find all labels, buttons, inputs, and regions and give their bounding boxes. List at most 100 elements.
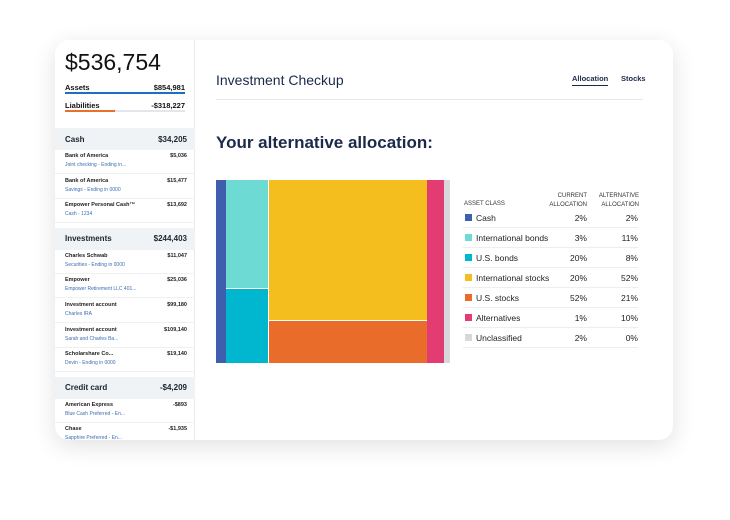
- legend-swatch: [465, 214, 472, 221]
- account-subtitle: Savings - Ending in 0000: [65, 186, 121, 193]
- group-label: Credit card: [65, 383, 108, 393]
- account-item[interactable]: Scholarshare Co... $19,140 Devin - Ending …: [55, 348, 195, 373]
- group-header[interactable]: Credit card -$4,209: [55, 376, 195, 399]
- account-name: Bank of America: [65, 177, 109, 184]
- account-value: -$1,935: [168, 426, 187, 433]
- legend-swatch: [465, 274, 472, 281]
- group-header[interactable]: Investments $244,403: [55, 227, 195, 250]
- account-value: $109,140: [164, 326, 187, 333]
- account-item[interactable]: American Express -$893 Blue Cash Preferred…: [55, 399, 195, 423]
- treemap-international-stocks[interactable]: [269, 180, 427, 320]
- header-alternative: ALTERNATIVE ALLOCATION: [598, 193, 639, 208]
- account-value: $5,036: [170, 153, 187, 159]
- net-worth: $536,754: [65, 49, 161, 75]
- account-subtitle: Blue Cash Preferred - En...: [65, 410, 126, 417]
- group-label: Investments: [65, 234, 112, 244]
- treemap-international-bonds[interactable]: [226, 180, 268, 288]
- asset-class-name: International bonds: [476, 233, 549, 243]
- account-subtitle: Devin - Ending in 0000: [65, 360, 116, 367]
- account-item[interactable]: Empower $25,036 Empower Retirement LLC 401…: [55, 274, 195, 299]
- allocation-row: Cash 2% 2%: [463, 208, 638, 228]
- account-item[interactable]: Investment account $109,140 Sarah and Char…: [55, 324, 195, 348]
- allocation-row: U.S. bonds 20% 8%: [463, 248, 638, 268]
- account-name: Empower: [65, 277, 90, 284]
- allocation-row: International bonds 3% 11%: [463, 228, 638, 248]
- header-current: CURRENT ALLOCATION: [549, 193, 587, 208]
- asset-class-name: Unclassified: [476, 333, 522, 343]
- alternative-allocation: 52%: [620, 273, 638, 283]
- assets-value: $854,981: [153, 83, 185, 92]
- alternative-allocation: 11%: [621, 233, 638, 243]
- account-name: American Express: [65, 401, 113, 408]
- current-allocation: 20%: [569, 273, 587, 283]
- tab-allocation[interactable]: Allocation: [572, 74, 609, 86]
- group-header[interactable]: Cash $34,205: [55, 128, 195, 150]
- legend-swatch: [465, 334, 472, 341]
- liabilities-row[interactable]: Liabilities -$318,227: [65, 101, 185, 110]
- legend-swatch: [465, 294, 472, 301]
- account-item[interactable]: Chase -$1,935 Sapphire Preferred - En...: [55, 423, 195, 440]
- app-card: $536,754 Assets $854,981 Liabilities -$318…: [55, 40, 673, 440]
- current-allocation: 52%: [569, 293, 587, 303]
- section-heading: Your alternative allocation:: [216, 133, 433, 152]
- divider: [216, 99, 643, 100]
- allocation-row: U.S. stocks 52% 21%: [463, 288, 638, 308]
- treemap-unclassified[interactable]: [444, 180, 450, 363]
- group-total: $34,205: [158, 134, 187, 144]
- account-item[interactable]: Investment account $99,180 Charles IRA: [55, 299, 195, 323]
- account-subtitle: Empower Retirement LLC 401...: [65, 286, 137, 293]
- account-name: Chase: [65, 426, 82, 433]
- current-allocation: 2%: [574, 333, 587, 343]
- tab-stocks[interactable]: Stocks: [621, 74, 646, 83]
- treemap-cash[interactable]: [216, 180, 226, 363]
- account-value: $13,692: [167, 202, 187, 209]
- account-subtitle: Securities - Ending in 0000: [65, 261, 125, 268]
- current-allocation: 3%: [574, 233, 587, 243]
- account-value: $19,140: [167, 351, 187, 358]
- account-value: $15,477: [167, 177, 187, 184]
- treemap-us-stocks[interactable]: [269, 321, 427, 363]
- alternative-allocation: 0%: [625, 333, 638, 343]
- asset-class-name: International stocks: [476, 273, 550, 283]
- account-item[interactable]: Bank of America $15,477 Savings - Ending i…: [55, 175, 195, 199]
- alternative-allocation: 10%: [620, 313, 638, 323]
- header-asset-class: ASSET CLASS: [464, 201, 505, 207]
- group-total: -$4,209: [159, 383, 187, 393]
- account-value: $11,047: [167, 252, 187, 259]
- account-subtitle: Cash - 1234: [65, 211, 93, 218]
- current-allocation: 2%: [574, 213, 587, 223]
- allocation-row: Alternatives 1% 10%: [463, 308, 638, 328]
- current-allocation: 20%: [569, 253, 587, 263]
- sidebar: $536,754 Assets $854,981 Liabilities -$318…: [55, 40, 195, 440]
- account-subtitle: Joint checking - Ending in...: [65, 162, 127, 168]
- account-value: $25,036: [167, 277, 187, 284]
- legend-swatch: [465, 254, 472, 261]
- account-name: Empower Personal Cash™: [65, 202, 135, 209]
- treemap-us-bonds[interactable]: [226, 289, 268, 363]
- asset-class-name: U.S. bonds: [476, 253, 519, 263]
- assets-label: Assets: [65, 83, 90, 92]
- account-item[interactable]: Empower Personal Cash™ $13,692 Cash - 1234: [55, 199, 195, 224]
- liabilities-label: Liabilities: [65, 101, 100, 110]
- account-item[interactable]: Bank of America $5,036 Joint checking - En…: [55, 150, 195, 174]
- treemap-alternatives[interactable]: [427, 180, 444, 363]
- liabilities-bar: [65, 110, 185, 112]
- asset-class-name: U.S. stocks: [476, 293, 519, 303]
- group-total: $244,403: [153, 234, 187, 244]
- account-name: Scholarshare Co...: [65, 351, 114, 358]
- alternative-allocation: 2%: [625, 213, 638, 223]
- account-name: Investment account: [65, 302, 117, 308]
- allocation-row: International stocks 20% 52%: [463, 268, 638, 288]
- account-name: Charles Schwab: [65, 252, 108, 259]
- page-title: Investment Checkup: [216, 72, 344, 88]
- account-item[interactable]: Charles Schwab $11,047 Securities - Ending…: [55, 250, 195, 274]
- account-subtitle: Sapphire Preferred - En...: [65, 435, 122, 440]
- legend-swatch: [465, 314, 472, 321]
- current-allocation: 1%: [574, 313, 587, 323]
- assets-bar: [65, 92, 185, 94]
- account-value: $99,180: [167, 302, 187, 308]
- account-name: Bank of America: [65, 153, 109, 159]
- assets-row[interactable]: Assets $854,981: [65, 83, 185, 92]
- account-value: -$893: [172, 401, 187, 408]
- asset-class-name: Alternatives: [476, 313, 521, 323]
